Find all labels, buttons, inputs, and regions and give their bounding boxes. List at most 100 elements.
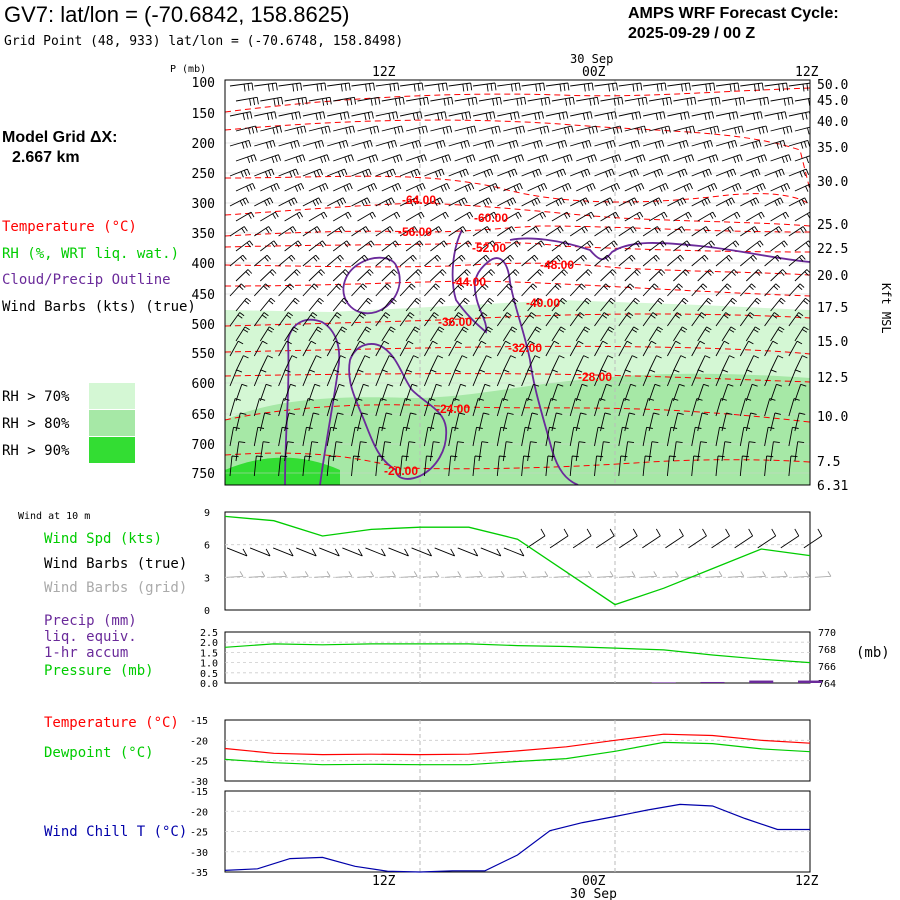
- wind-barb: [594, 226, 613, 237]
- wind-barb: [326, 226, 345, 237]
- wind-barb: [454, 182, 475, 192]
- wind-barb: [569, 226, 588, 237]
- wind-barb: [691, 111, 715, 121]
- wind-barb: [448, 426, 459, 447]
- wind-barb: [381, 96, 405, 106]
- wind-barb: [666, 455, 677, 477]
- isotherm-line: [225, 452, 810, 470]
- pressure-tick-label: 750: [192, 467, 215, 482]
- wind-barb: [326, 283, 343, 297]
- wind-barb: [527, 269, 544, 282]
- wind-barb: [594, 197, 614, 207]
- wind-barb: [764, 398, 776, 417]
- wind-barb: [448, 226, 467, 237]
- wind-barb: [667, 312, 682, 327]
- wind-barb: [423, 398, 436, 417]
- wind-barb: [326, 426, 337, 447]
- wind-barb: [697, 211, 717, 222]
- wind-barb: [253, 369, 267, 387]
- wind-barb-grid: [771, 571, 788, 578]
- wind-barb: [229, 426, 240, 447]
- wind-barb: [351, 312, 366, 327]
- wind-barb: [794, 297, 810, 312]
- wind-barb: [576, 125, 598, 135]
- wind-barb: [642, 398, 655, 417]
- wind-barb: [545, 111, 569, 121]
- wind-barb: [357, 441, 367, 462]
- pressure-ytick: 764: [818, 679, 836, 690]
- wind-barb: [478, 355, 492, 372]
- wind-barb-grid: [226, 571, 244, 578]
- wind-barb: [423, 455, 434, 477]
- wind-barb: [399, 254, 417, 267]
- isotherm-label: -28.00: [578, 370, 612, 384]
- wind-barb: [575, 269, 593, 282]
- wind-barb: [357, 240, 375, 252]
- wind-barb: [667, 283, 683, 297]
- wind-barb: [618, 197, 638, 207]
- wind-barb: [308, 355, 322, 372]
- wind-barb: [308, 96, 332, 106]
- wind-barb: [278, 455, 288, 477]
- wind-barb: [545, 139, 568, 149]
- wind-barb: [569, 312, 585, 327]
- wind-barb: [527, 211, 546, 222]
- isotherm-label: -32.00: [508, 341, 542, 355]
- wind-barb: [253, 283, 270, 297]
- wind-barb: [648, 182, 669, 192]
- height-tick-label: 15.0: [817, 335, 848, 350]
- model-grid-label: Model Grid ΔX:: [2, 129, 118, 146]
- wind-barb-true: [272, 547, 294, 557]
- wind-barb: [405, 211, 425, 222]
- wind-barb: [302, 254, 320, 267]
- wind-barb: [551, 182, 572, 192]
- wind-speed-line: [224, 515, 811, 606]
- wind-barb: [642, 369, 656, 387]
- wind-barb: [624, 125, 647, 135]
- wind-barb: [284, 154, 306, 164]
- wind-barb: [745, 383, 758, 402]
- legend-wind-chill: Wind Chill T (°C): [44, 824, 187, 840]
- height-tick-label: 50.0: [817, 78, 848, 93]
- wind-barb: [697, 326, 712, 342]
- wind-barb: [357, 182, 378, 192]
- wind-barb-true: [711, 528, 730, 549]
- wind-barb: [527, 182, 548, 192]
- pressure-tick-label: 350: [192, 227, 215, 242]
- wind-barb: [569, 254, 587, 267]
- wind-barb: [308, 125, 331, 135]
- wind-barb: [746, 211, 765, 222]
- wind-barb: [643, 111, 666, 121]
- wind-barb-grid: [270, 571, 287, 578]
- wind-barb: [254, 168, 275, 178]
- height-tick-label: 20.0: [817, 269, 848, 284]
- wind-barb: [697, 96, 721, 106]
- wind-barb: [691, 197, 711, 207]
- wind-barb-grid: [706, 571, 723, 578]
- wind-barb: [551, 383, 564, 402]
- wind-barb: [259, 297, 276, 312]
- wind-barb: [788, 197, 808, 207]
- wind-barb: [721, 326, 736, 342]
- wind-barb: [399, 369, 413, 387]
- wind-barb: [254, 111, 277, 121]
- wind-barb: [229, 369, 243, 387]
- wind-barb: [254, 139, 276, 149]
- wind-barb: [746, 96, 770, 106]
- wind-barb: [478, 96, 502, 106]
- pressure-tick-label: 500: [192, 318, 215, 333]
- wind-barb: [764, 226, 783, 237]
- wind-barb: [697, 154, 719, 164]
- wind-barb: [764, 426, 775, 447]
- bottom-xtick-12z-b: 12Z: [795, 874, 819, 889]
- wind-barb: [764, 82, 789, 92]
- wind-barb: [521, 197, 541, 207]
- wind-barb: [254, 197, 274, 207]
- wind-barb: [794, 97, 810, 106]
- wind-barb: [667, 197, 687, 207]
- wind-barb: [259, 269, 277, 282]
- wind-barb: [448, 254, 466, 267]
- wind-barb: [351, 340, 365, 357]
- wind-barb: [594, 139, 616, 149]
- wind-barb: [332, 269, 350, 282]
